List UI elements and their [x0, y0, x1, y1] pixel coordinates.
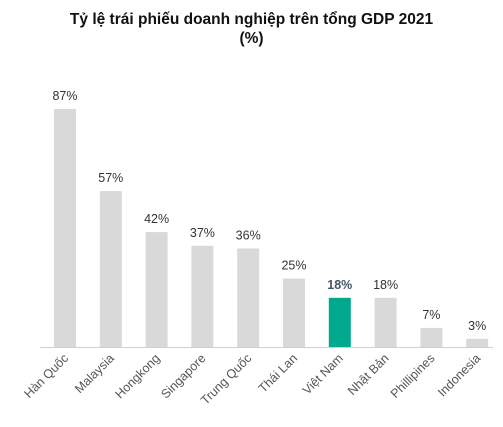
category-label-7: Nhật Bản — [345, 351, 392, 398]
category-label-0: Hàn Quốc — [21, 351, 71, 401]
bar-1 — [99, 191, 122, 347]
category-label-1: Malaysia — [72, 351, 117, 396]
data-label-4: 36% — [236, 229, 261, 243]
chart-title-line: Tỷ lệ trái phiếu doanh nghiệp trên tổng … — [69, 11, 434, 28]
bar-6 — [328, 297, 351, 347]
data-label-6: 18% — [327, 278, 352, 292]
data-label-5: 25% — [281, 259, 306, 273]
data-label-1: 57% — [98, 171, 123, 185]
category-label-2: Hongkong — [113, 351, 163, 401]
chart-title: Tỷ lệ trái phiếu doanh nghiệp trên tổng … — [0, 10, 503, 48]
chart-subtitle: (%) — [239, 30, 264, 47]
data-label-0: 87% — [52, 89, 77, 103]
bar-4 — [237, 248, 260, 347]
category-label-5: Thái Lan — [256, 351, 300, 395]
data-label-9: 3% — [468, 319, 486, 333]
bar-8 — [420, 327, 443, 347]
bar-3 — [191, 245, 214, 347]
data-label-3: 37% — [190, 226, 215, 240]
data-label-2: 42% — [144, 212, 169, 226]
bar-7 — [374, 297, 397, 347]
category-label-8: Phillipines — [388, 351, 438, 401]
bar-0 — [54, 109, 76, 347]
bar-2 — [145, 232, 168, 347]
bar-5 — [283, 278, 305, 347]
category-label-9: Indonesia — [435, 351, 483, 399]
category-label-6: Việt Nam — [300, 351, 346, 397]
bar-9 — [466, 338, 489, 347]
data-label-8: 7% — [422, 308, 440, 322]
data-label-7: 18% — [373, 278, 398, 292]
